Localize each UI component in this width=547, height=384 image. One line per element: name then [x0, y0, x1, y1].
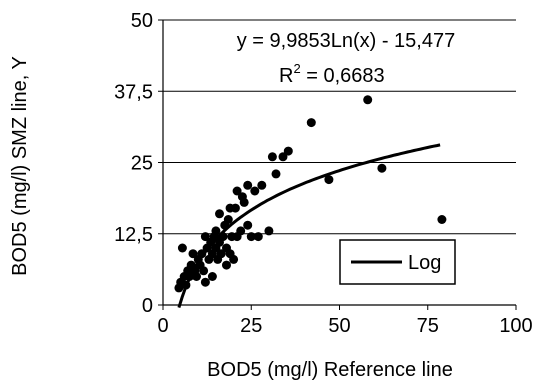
data-point [192, 272, 201, 281]
data-point [185, 272, 194, 281]
y-tick-label: 25 [131, 153, 153, 175]
data-point [177, 243, 187, 253]
x-tick-label: 25 [240, 315, 262, 337]
points-layer [174, 95, 447, 293]
data-point [207, 272, 217, 281]
r-squared-value: = 0,6683 [301, 65, 385, 87]
r-squared-superscript: 2 [293, 61, 300, 76]
y-tick-label: 12,5 [114, 224, 153, 246]
x-tick-label: 50 [328, 315, 350, 337]
data-point [215, 209, 224, 219]
data-point [253, 232, 263, 242]
y-tick-label: 0 [142, 295, 153, 317]
data-point [283, 146, 293, 156]
data-point [239, 197, 249, 207]
grid-layer [163, 19, 516, 235]
data-point [223, 215, 233, 224]
legend-label: Log [408, 252, 441, 274]
data-point [271, 169, 281, 179]
legend: Log [339, 239, 456, 285]
data-point [250, 186, 260, 196]
data-point [377, 163, 387, 173]
data-point [236, 226, 246, 236]
data-point [218, 232, 228, 242]
data-point [306, 118, 316, 128]
data-point [257, 180, 267, 190]
data-point [264, 226, 274, 236]
r-squared-prefix: R [279, 65, 293, 87]
data-point [188, 249, 198, 259]
data-point [200, 277, 210, 287]
data-point [230, 203, 240, 213]
data-point [222, 260, 231, 270]
x-tick-label: 100 [499, 315, 532, 337]
data-point [278, 152, 288, 162]
x-axis-label: BOD5 (mg/l) Reference line [207, 359, 453, 381]
data-point [246, 232, 256, 242]
data-point [437, 215, 447, 224]
x-tick-label: 0 [157, 315, 168, 337]
data-point [267, 152, 277, 162]
data-point [181, 280, 191, 290]
data-point [243, 220, 253, 230]
r-squared-label: R2 = 0,6683 [279, 61, 385, 87]
data-point [243, 180, 253, 190]
data-point [324, 175, 334, 185]
tick-labels: 0 12,5 25 37,5 50 0 25 50 75 100 [114, 10, 533, 337]
y-tick-label: 37,5 [114, 81, 153, 103]
data-point [211, 226, 221, 236]
data-point [197, 249, 207, 259]
data-point [363, 95, 373, 105]
data-point [229, 254, 239, 264]
data-point [216, 249, 226, 259]
data-point [200, 232, 210, 242]
data-point [199, 266, 209, 276]
y-tick-label: 50 [131, 10, 153, 32]
y-axis-label: BOD5 (mg/l) SMZ line, Y [9, 56, 31, 276]
data-point [232, 186, 242, 196]
trendline-equation: y = 9,9853Ln(x) - 15,477 [237, 30, 455, 52]
x-tick-label: 75 [417, 315, 439, 337]
